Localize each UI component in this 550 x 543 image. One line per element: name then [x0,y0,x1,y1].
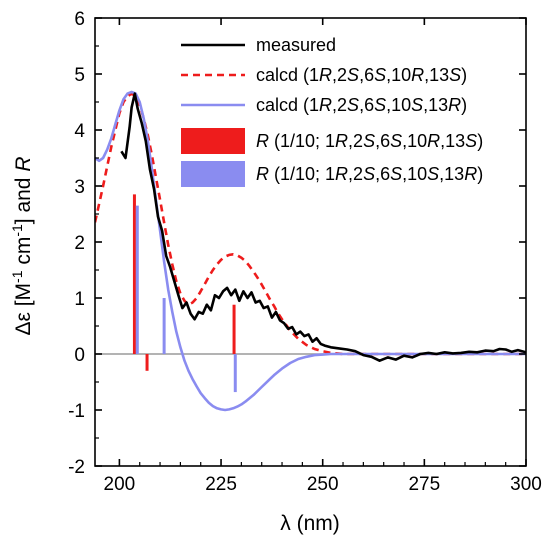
x-tick-label-250: 250 [307,474,339,495]
legend-calcd-10R13S-label-part-1: calcd (1 [256,65,319,85]
legend-calcd-10R13S-label-part-4: S [347,65,359,85]
legend-calcd-10R13S-label-part-9: ,13 [424,65,449,85]
legend-calcd-10S13R-label-part-4: S [347,95,359,115]
y-tick-label-4: 4 [74,121,85,142]
legend-R-10S13R-label-part-8: ,10 [402,164,427,184]
legend-R-10S13R-label-part-10: ,13 [439,164,464,184]
legend-calcd-10R13S-label-part-3: ,2 [332,65,347,85]
legend-measured-label: measured [256,35,336,55]
legend-calcd-10R13S-label-part-8: R [411,65,424,85]
y-axis-title: Δε [M-1 cm-1] and R [9,156,35,335]
legend-R-10R13S-label-part-9: R [427,131,440,151]
legend-calcd-10R13S-label-part-7: ,10 [386,65,411,85]
legend-R-10S13R-label-part-7: S [390,164,402,184]
legend-calcd-10S13R-label: calcd (1R,2S,6S,10S,13R) [256,95,467,115]
legend-R-10R13S-label-part-5: S [363,131,375,151]
legend-R-10R13S-label: R (1/10; 1R,2S,6S,10R,13S) [256,131,483,151]
x-tick-label-225: 225 [205,474,237,495]
y-title-part-2: cm [12,237,35,271]
legend-R-10R13S-label-part-6: ,6 [375,131,390,151]
legend-calcd-10R13S-label-part-2: R [319,65,332,85]
legend-calcd-10S13R-label-part-2: R [319,95,332,115]
legend-calcd-10S13R-label-part-6: S [374,95,386,115]
legend-calcd-10R13S-label-part-10: S [449,65,461,85]
legend-calcd-10R13S-label-part-6: S [374,65,386,85]
y-tick-label-3: 3 [74,177,85,198]
legend-R-10S13R-label-part-3: R [335,164,348,184]
legend-R-10S13R-label-part-1: R [256,164,269,184]
legend-R-10R13S-label-part-8: ,10 [402,131,427,151]
axes: 200 225 250 275 300 -2 -1 0 1 2 3 4 5 6 [68,9,542,495]
y-tick-label--2: -2 [68,457,85,478]
legend-calcd-10S13R-label-part-1: calcd (1 [256,95,319,115]
legend-calcd-10S13R-label-part-9: ,13 [423,95,448,115]
legend-R-10S13R-label-part-9: S [427,164,439,184]
legend-R-10R13S-label-part-11: S [465,131,477,151]
legend-R-10R13S-label-part-7: S [390,131,402,151]
legend-R-10S13R-label-part-12: ) [477,164,483,184]
legend-calcd-10S13R-label-part-3: ,2 [332,95,347,115]
series-line-1 [120,92,526,362]
y-tick-label-0: 0 [74,345,85,366]
legend-calcd-10S13R-label-part-11: ) [461,95,467,115]
x-tick-label-300: 300 [510,474,542,495]
legend-R-10S13R-label: R (1/10; 1R,2S,6S,10S,13R) [256,164,483,184]
legend-R-10R13S-label-part-3: R [335,131,348,151]
legend-R-10R13S-label-part-1: R [256,131,269,151]
legend-calcd-10R13S-label: calcd (1R,2S,6S,10R,13S) [256,65,467,85]
y-title-part-3: ] and [12,172,35,225]
legend-R-10S13R-swatch [181,161,245,187]
y-tick-label-1: 1 [74,289,85,310]
legend-R-10S13R-label-part-2: (1/10; 1 [269,164,335,184]
legend-R-10R13S-label-part-12: ) [477,131,483,151]
legend-R-10S13R-label-part-11: R [464,164,477,184]
plot-frame [94,17,527,467]
legend-R-10S13R-label-part-5: S [363,164,375,184]
y-tick-label-2: 2 [74,233,85,254]
y-title-part-1: Δε [M [12,283,35,336]
plot-content [95,90,526,412]
x-tick-label-275: 275 [408,474,440,495]
y-title-sup-1: -1 [9,270,25,283]
legend-calcd-10R13S-label-part-5: ,6 [359,65,374,85]
legend-R-10R13S-label-part-4: ,2 [348,131,363,151]
legend-R-10S13R-label-part-4: ,2 [348,164,363,184]
y-title-italic-r: R [12,156,35,171]
legend-calcd-10S13R-label-part-7: ,10 [386,95,411,115]
legend-R-10R13S-swatch [181,128,245,154]
x-axis-title: λ (nm) [280,512,340,535]
legend-R-10R13S-label-part-10: ,13 [440,131,465,151]
y-title-sup-2: -1 [9,224,25,237]
plot-area [95,90,526,412]
y-tick-label--1: -1 [68,401,85,422]
legend-calcd-10S13R-label-part-8: S [411,95,423,115]
y-tick-label-6: 6 [74,9,85,30]
legend-R-10R13S-label-part-2: (1/10; 1 [269,131,335,151]
legend-R-10S13R-label-part-6: ,6 [375,164,390,184]
x-tick-label-200: 200 [104,474,136,495]
legend-calcd-10R13S-label-part-11: ) [461,65,467,85]
legend-calcd-10S13R-label-part-10: R [448,95,461,115]
y-tick-label-5: 5 [74,65,85,86]
legend-calcd-10S13R-label-part-5: ,6 [359,95,374,115]
legend-measured-label-part-1: measured [256,35,336,55]
